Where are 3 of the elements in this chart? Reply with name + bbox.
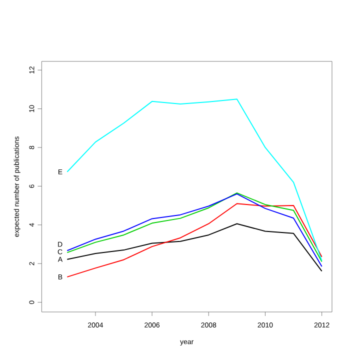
line-series <box>66 223 322 272</box>
line-series <box>66 203 322 278</box>
line-series <box>66 98 322 262</box>
